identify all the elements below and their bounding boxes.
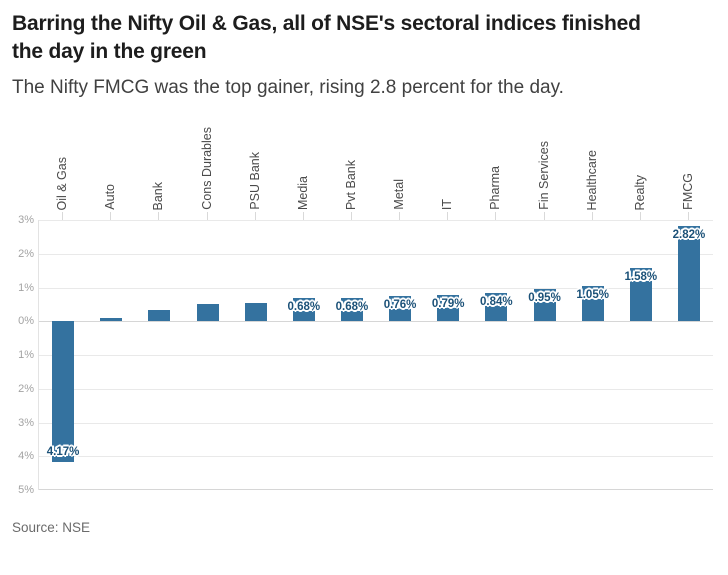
category-tick (350, 212, 352, 220)
category-tick (206, 212, 208, 220)
bar-value-label: 0.68% (335, 301, 369, 314)
gridline (39, 388, 713, 390)
plot-area: 4.17% 0.68% 0.68% 0.76% 0.79% 0.84% 0.95% 1.05%… (38, 220, 713, 490)
category-label: Oil & Gas (54, 156, 69, 211)
bar-value-label: 1.05% (576, 288, 609, 301)
category-tick (639, 212, 641, 220)
category-tick (399, 212, 401, 220)
y-axis: 3% 2% 1% 0% 1% 2% 3% 4% 5% (0, 214, 34, 496)
y-tick-label: 4% (18, 450, 34, 463)
y-tick-label: 2% (18, 382, 34, 395)
gridline (39, 287, 713, 289)
y-tick-label: 0% (18, 315, 34, 328)
bar-value-label: 4.17% (46, 445, 80, 458)
chart-subtitle: The Nifty FMCG was the top gainer, risin… (12, 77, 564, 98)
bar (196, 304, 219, 322)
bar (52, 321, 75, 462)
bar (340, 298, 363, 322)
y-tick-label: 3% (18, 214, 34, 226)
category-label: IT (439, 198, 454, 210)
y-tick-label: 3% (18, 416, 34, 429)
gridline (39, 489, 713, 490)
bar-value-label: 0.79% (431, 297, 465, 310)
category-label: Healthcare (584, 149, 599, 210)
gridline (39, 422, 713, 424)
bar-value-label: 0.95% (528, 292, 561, 305)
category-axis: Oil & Gas Auto Bank Cons Durables PSU Bank Me… (38, 110, 712, 220)
bar-value-label: 0.68% (287, 301, 321, 314)
y-tick-label: 2% (18, 247, 34, 260)
bar (677, 226, 700, 322)
bar (389, 295, 412, 322)
category-tick (495, 212, 497, 220)
category-label: Metal (391, 179, 406, 210)
bar (485, 292, 508, 322)
category-tick (254, 212, 256, 220)
category-label: Cons Durables (199, 127, 214, 210)
y-tick-label: 5% (18, 484, 34, 496)
bar-value-label: 1.58% (624, 270, 658, 283)
bar (629, 267, 652, 322)
bar-value-label: 2.82% (672, 229, 706, 242)
bar-value-label: 0.76% (383, 298, 417, 311)
bar (533, 289, 556, 322)
category-tick (302, 212, 304, 220)
category-tick (591, 212, 593, 220)
gridline (39, 456, 713, 458)
chart-title: Barring the Nifty Oil & Gas, all of NSE'… (12, 12, 641, 63)
category-tick (447, 212, 449, 220)
bar (244, 302, 267, 322)
category-tick (687, 212, 689, 220)
gridline (39, 220, 713, 221)
category-label: Bank (151, 181, 166, 211)
bar (292, 298, 315, 322)
bar (581, 285, 604, 322)
bar (100, 317, 123, 322)
category-label: Pvt Bank (343, 159, 358, 210)
category-tick (158, 212, 160, 220)
category-tick (62, 212, 64, 220)
y-tick-label: 1% (18, 281, 34, 294)
category-tick (543, 212, 545, 220)
gridline (39, 355, 713, 356)
source-note: Source: NSE (12, 520, 91, 535)
category-label: Media (295, 175, 310, 210)
y-tick-label: 1% (18, 349, 34, 361)
category-label: Pharma (488, 166, 503, 210)
gridline (39, 321, 713, 323)
category-tick (110, 212, 112, 220)
category-label: Fin Services (536, 141, 551, 210)
bar-value-label: 0.84% (480, 295, 513, 308)
category-label: FMCG (680, 173, 695, 210)
gridline (39, 253, 713, 255)
category-label: Realty (632, 174, 647, 210)
bar (437, 294, 460, 322)
category-label: PSU Bank (247, 152, 262, 210)
category-label: Auto (102, 184, 117, 210)
bar (148, 310, 171, 322)
